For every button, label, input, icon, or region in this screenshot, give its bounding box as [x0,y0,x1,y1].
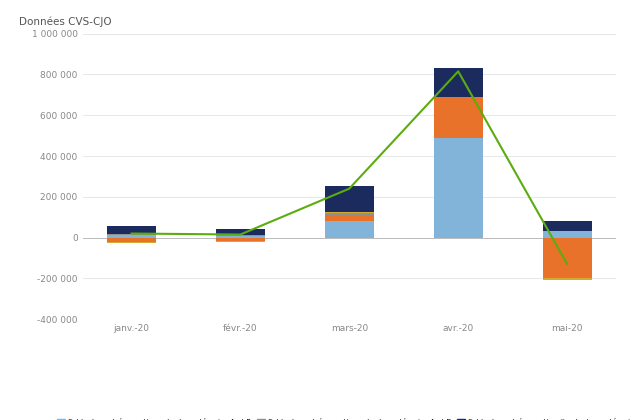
Bar [434,97,483,138]
Bar [324,221,374,238]
Bar [107,241,156,243]
Bar [543,231,592,238]
Bar [434,138,483,238]
Bar [543,238,592,278]
Bar [324,215,374,221]
Bar [543,221,592,231]
Bar [324,186,374,212]
Bar [216,229,265,235]
Bar [216,238,265,241]
Legend: Solde des entrées-sorties entre les catégories A et B, Solde des entrées-sorties: Solde des entrées-sorties entre les caté… [57,418,635,420]
Bar [107,226,156,234]
Bar [216,236,265,238]
Bar [434,68,483,97]
Bar [324,213,374,215]
Bar [216,235,265,236]
Bar [324,212,374,213]
Bar [107,234,156,238]
Bar [107,238,156,241]
Text: Données CVS-CJO: Données CVS-CJO [18,16,111,27]
Bar [543,278,592,281]
